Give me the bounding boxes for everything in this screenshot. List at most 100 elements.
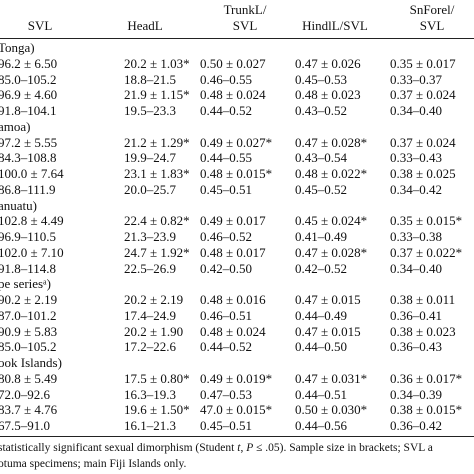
cell: 0.44–0.52 <box>200 339 252 355</box>
cell: 0.50 ± 0.027 <box>200 55 266 71</box>
cell: 0.47–0.53 <box>200 386 252 402</box>
cell: 0.47 ± 0.015 <box>295 292 361 307</box>
cell: 0.48 ± 0.024 <box>200 323 266 339</box>
cell: 0.33–0.38 <box>390 229 442 244</box>
cell: 83.7 ± 4.76 <box>0 402 58 418</box>
cell: 0.50 ± 0.030* <box>295 402 368 418</box>
bottom-rule <box>0 436 474 437</box>
footnote-text: otuma specimens; main Fiji Islands only. <box>0 458 187 470</box>
cell: 102.8 ± 4.49 <box>0 213 64 229</box>
cell: 0.38 ± 0.015* <box>390 402 463 418</box>
cell: 0.36–0.41 <box>390 307 442 323</box>
section-label: pe seriesᵃ) <box>0 276 52 292</box>
column-header: TrunkL/ <box>223 2 267 17</box>
cell: 23.1 ± 1.83* <box>124 166 190 181</box>
cell: 0.44–0.51 <box>295 386 347 402</box>
cell: 0.45 ± 0.024* <box>295 213 368 229</box>
cell: 80.8 ± 5.49 <box>0 370 58 386</box>
cell: 0.45–0.51 <box>200 181 252 197</box>
cell: 0.36–0.43 <box>390 339 442 355</box>
cell: 0.49 ± 0.019* <box>200 370 273 386</box>
section-label: ook Islands) <box>0 355 62 370</box>
cell: 18.8–21.5 <box>124 71 176 87</box>
cell: 0.47 ± 0.028* <box>295 134 368 150</box>
cell: 16.3–19.3 <box>124 386 176 402</box>
cell: 0.44–0.52 <box>200 103 252 118</box>
cell: 17.2–22.6 <box>124 339 176 355</box>
cell: 17.4–24.9 <box>124 307 176 323</box>
cell: 0.37 ± 0.024 <box>390 134 456 150</box>
footnote: otuma specimens; main Fiji Islands only. <box>0 457 186 472</box>
cell: 0.49 ± 0.027* <box>200 134 273 150</box>
column-header: SnForel/ <box>409 2 455 17</box>
cell: 0.34–0.39 <box>390 386 442 402</box>
cell: 0.46–0.55 <box>200 71 252 87</box>
footnote-text: P <box>246 442 254 454</box>
cell: 91.8–104.1 <box>0 103 57 118</box>
cell: 22.4 ± 0.82* <box>124 213 190 229</box>
cell: 85.0–105.2 <box>0 339 57 355</box>
cell: 0.37 ± 0.022* <box>390 244 463 260</box>
column-header: SVL <box>419 18 445 33</box>
cell: 24.7 ± 1.92* <box>124 244 190 260</box>
cell: 0.35 ± 0.015* <box>390 213 463 229</box>
cell: 90.2 ± 2.19 <box>0 292 58 307</box>
cell: 0.42–0.50 <box>200 260 252 276</box>
cell: 0.43–0.52 <box>295 103 347 118</box>
cell: 96.9–110.5 <box>0 229 57 244</box>
section-label: amoa) <box>0 118 31 134</box>
cell: 20.2 ± 2.19 <box>124 292 184 307</box>
cell: 0.47 ± 0.031* <box>295 370 368 386</box>
cell: 96.2 ± 6.50 <box>0 55 58 71</box>
cell: 0.45–0.53 <box>295 71 347 87</box>
cell: 87.0–101.2 <box>0 307 57 323</box>
cell: 97.2 ± 5.55 <box>0 134 58 150</box>
cell: 0.45–0.52 <box>295 181 347 197</box>
cell: 22.5–26.9 <box>124 260 176 276</box>
cell: 0.47 ± 0.015 <box>295 323 361 339</box>
cell: 0.38 ± 0.011 <box>390 292 456 307</box>
cell: 0.48 ± 0.015* <box>200 166 273 181</box>
cell: 0.44–0.56 <box>295 418 347 433</box>
cell: 47.0 ± 0.015* <box>200 402 273 418</box>
footnote-text: ≤ .05). Sample size in brackets; SVL a <box>253 442 433 454</box>
cell: 0.42–0.52 <box>295 260 347 276</box>
column-header: SVL <box>232 18 258 33</box>
cell: 0.44–0.49 <box>295 307 347 323</box>
cell: 0.35 ± 0.017 <box>390 55 456 71</box>
cell: 21.3–23.9 <box>124 229 176 244</box>
cell: 0.34–0.40 <box>390 260 442 276</box>
cell: 0.48 ± 0.024 <box>200 87 266 103</box>
footnote-text: , <box>240 442 247 454</box>
cell: 0.34–0.40 <box>390 103 442 118</box>
cell: 0.43–0.54 <box>295 150 347 166</box>
cell: 0.48 ± 0.017 <box>200 244 266 260</box>
cell: 20.2 ± 1.03* <box>124 55 190 71</box>
cell: 20.2 ± 1.90 <box>124 323 184 339</box>
cell: 0.44–0.55 <box>200 150 252 166</box>
cell: 0.36–0.42 <box>390 418 442 433</box>
cell: 0.44–0.50 <box>295 339 347 355</box>
column-header: HeadL <box>127 18 163 33</box>
section-label: anuatu) <box>0 197 37 213</box>
cell: 0.34–0.42 <box>390 181 442 197</box>
cell: 0.47 ± 0.026 <box>295 55 361 71</box>
cell: 85.0–105.2 <box>0 71 57 87</box>
cell: 17.5 ± 0.80* <box>124 370 190 386</box>
section-label: Tonga) <box>0 40 35 55</box>
column-header: SVL <box>27 18 53 33</box>
footnote-text: t <box>237 442 241 454</box>
cell: 19.5–23.3 <box>124 103 176 118</box>
cell: 0.46–0.52 <box>200 229 252 244</box>
cell: 0.38 ± 0.023 <box>390 323 456 339</box>
cell: 0.48 ± 0.023 <box>295 87 361 103</box>
header-rule <box>0 38 474 39</box>
cell: 0.49 ± 0.017 <box>200 213 266 229</box>
cell: 21.9 ± 1.15* <box>124 87 190 103</box>
cell: 0.47 ± 0.028* <box>295 244 368 260</box>
cell: 0.33–0.43 <box>390 150 442 166</box>
cell: 16.1–21.3 <box>124 418 176 433</box>
cell: 0.38 ± 0.025 <box>390 166 456 181</box>
cell: 0.37 ± 0.024 <box>390 87 456 103</box>
